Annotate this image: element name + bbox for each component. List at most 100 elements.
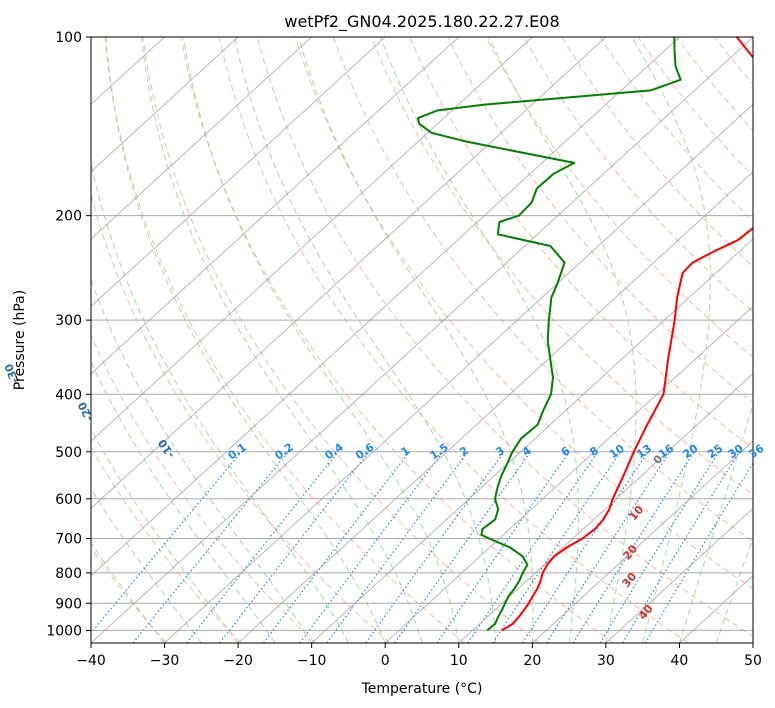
y-tick-label: 500 — [55, 445, 82, 461]
mixing-ratio-line — [91, 451, 242, 634]
moist-adiabat-label: 10 — [627, 503, 647, 523]
x-tick-label: −30 — [150, 653, 180, 669]
isotherm-line — [91, 37, 753, 643]
dry-adiabat-line — [447, 37, 753, 404]
moist-adiabat-label: 40 — [636, 602, 656, 622]
moist-adiabat-line — [715, 536, 753, 643]
mixing-ratio-label: 25 — [705, 442, 725, 461]
y-tick-label: 700 — [55, 532, 82, 548]
moist-adiabat-line — [183, 37, 460, 643]
isotherm-line — [91, 37, 239, 173]
y-tick-label: 100 — [55, 30, 82, 46]
dry-adiabat-line — [256, 37, 753, 638]
x-axis-label: Temperature (°C) — [361, 681, 483, 697]
moist-adiabat-line — [91, 428, 239, 643]
x-tick-label: 40 — [671, 653, 689, 669]
temperature-profile-line — [501, 37, 753, 632]
dry-adiabat-line — [142, 37, 540, 643]
chart-title: wetPf2_GN04.2025.180.22.27.E08 — [284, 12, 559, 32]
isotherm-line — [91, 37, 680, 577]
dewpoint-profile-line — [417, 37, 682, 632]
x-tick-label: 50 — [744, 653, 762, 669]
plot-frame — [90, 36, 754, 644]
moist-adiabat-line — [140, 37, 423, 643]
mixing-ratio-line — [263, 451, 410, 643]
x-tick-label: 0 — [381, 653, 390, 669]
moist-adiabat-line — [105, 37, 386, 643]
mixing-ratio-line — [436, 451, 570, 643]
moist-adiabat-line — [91, 278, 313, 643]
isotherm-line — [311, 238, 753, 643]
mixing-ratio-line — [599, 451, 720, 643]
mixing-ratio-label: 10 — [607, 442, 627, 462]
dry-adiabat-line — [752, 37, 753, 39]
x-tick-label: −10 — [297, 653, 327, 669]
moist-adiabat-line — [298, 37, 534, 643]
dry-adiabat-line — [485, 37, 753, 358]
dry-adiabat-line — [91, 547, 167, 643]
dry-adiabat-line — [561, 37, 753, 268]
mixing-ratio-line — [467, 451, 599, 643]
dry-adiabat-line — [332, 37, 753, 543]
mixing-ratio-line — [299, 451, 444, 643]
y-tick-label: 600 — [55, 492, 82, 508]
dry-adiabat-line — [218, 37, 689, 643]
mixing-ratio-line — [521, 451, 649, 643]
isotherm-line — [91, 37, 460, 375]
mixing-ratio-line — [132, 451, 289, 643]
moist-adiabat-line — [678, 402, 753, 643]
mixing-ratio-line — [644, 462, 753, 643]
x-tick-label: −40 — [76, 653, 106, 669]
x-tick-label: 10 — [450, 653, 468, 669]
dry-adiabat-line — [409, 37, 753, 450]
moist-adiabat-line — [91, 360, 276, 643]
moist-adiabat-line — [234, 37, 497, 643]
mixing-ratio-line — [492, 451, 622, 643]
moist-adiabat-line — [380, 37, 579, 643]
y-tick-label: 900 — [55, 596, 82, 612]
dry-adiabat-line — [714, 37, 753, 86]
isotherm-line — [458, 372, 753, 643]
isotherm-line — [164, 103, 753, 643]
isotherm-line — [91, 37, 533, 442]
dry-adiabat-label: -10 — [155, 436, 177, 460]
mixing-ratio-line — [186, 451, 339, 643]
isotherm-line — [91, 37, 607, 510]
isotherm-line — [91, 37, 386, 308]
x-tick-label: 30 — [597, 653, 615, 669]
dry-adiabat-line — [91, 192, 391, 643]
mixing-ratio-label: 0.4 — [322, 440, 346, 462]
mixing-ratio-line — [622, 451, 740, 643]
mixing-ratio-label: 20 — [681, 442, 701, 462]
mixing-ratio-label: 0.6 — [353, 440, 377, 462]
moist-adiabat-line — [91, 487, 202, 643]
mixing-ratio-line — [546, 451, 671, 643]
dry-adiabat-line — [91, 446, 242, 643]
y-tick-label: 200 — [55, 209, 82, 225]
mixing-ratio-line — [326, 451, 469, 643]
moist-adiabat-line — [631, 37, 711, 643]
y-tick-label: 400 — [55, 387, 82, 403]
dry-adiabat-line — [91, 334, 316, 643]
dry-adiabat-line — [523, 37, 753, 313]
isotherm-line — [91, 37, 313, 240]
x-tick-label: −20 — [223, 653, 253, 669]
isotherm-line — [237, 170, 753, 643]
mixing-ratio-label: 30 — [726, 442, 746, 462]
isotherm-line — [752, 642, 753, 643]
y-axis-label: Pressure (hPa) — [12, 290, 28, 390]
moist-adiabat-line — [487, 37, 637, 643]
moist-adiabat-line — [91, 160, 349, 643]
y-tick-label: 1000 — [46, 623, 82, 639]
x-tick-label: 20 — [523, 653, 541, 669]
isotherm-line — [531, 440, 753, 643]
dry-adiabat-line — [371, 37, 753, 496]
dry-adiabat-line — [104, 37, 465, 643]
mixing-ratio-label: 0.1 — [226, 441, 249, 463]
dry-adiabat-line — [294, 37, 753, 590]
y-tick-label: 800 — [55, 566, 82, 582]
mixing-ratio-line — [572, 451, 695, 643]
dry-adiabat-line — [180, 37, 614, 643]
